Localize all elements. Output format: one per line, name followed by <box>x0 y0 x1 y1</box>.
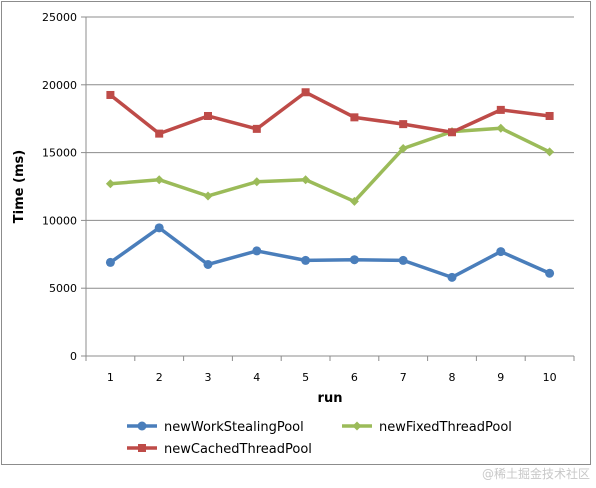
data-point <box>448 128 456 137</box>
series-newWorkStealingPool <box>105 223 555 282</box>
chart-frame: 0 5000 10000 15000 20000 25000 1 2 3 4 5 6 7 8 9 10 Tim… <box>1 1 591 465</box>
legend-marker <box>137 421 147 431</box>
x-tick-label: 6 <box>351 371 358 384</box>
data-point <box>203 191 213 201</box>
data-point <box>105 257 115 267</box>
data-point <box>350 113 359 122</box>
data-point <box>398 255 408 265</box>
series-newFixedThreadPool <box>105 123 555 206</box>
y-tick-label: 0 <box>70 350 77 363</box>
y-tick-label: 5000 <box>49 282 77 295</box>
legend-item: newFixedThreadPool <box>342 420 512 435</box>
legend-item: newWorkStealingPool <box>127 420 304 435</box>
x-tick-label: 7 <box>400 371 407 384</box>
data-point <box>252 124 261 133</box>
data-point <box>545 268 555 278</box>
data-point <box>496 105 505 114</box>
legend-label: newFixedThreadPool <box>379 420 512 435</box>
data-point <box>252 246 262 256</box>
gridlines <box>86 16 574 357</box>
y-tick-label: 20000 <box>42 79 77 92</box>
data-point <box>155 129 164 138</box>
data-point <box>252 177 262 187</box>
x-tick-label: 10 <box>543 371 557 384</box>
legend-label: newWorkStealingPool <box>164 420 304 435</box>
x-tick-label: 4 <box>253 371 260 384</box>
data-point <box>398 144 408 154</box>
y-tick-label: 10000 <box>42 214 77 227</box>
legend-marker <box>352 421 362 431</box>
x-tick-label: 9 <box>497 371 504 384</box>
y-tick-label: 15000 <box>42 147 77 160</box>
data-point <box>496 123 506 133</box>
data-point <box>301 255 311 265</box>
x-tick-label: 1 <box>107 371 114 384</box>
axes: 0 5000 10000 15000 20000 25000 1 2 3 4 5 6 7 8 9 10 <box>42 11 575 384</box>
series-line <box>109 90 550 136</box>
data-point <box>204 111 212 120</box>
data-point <box>154 175 164 185</box>
x-tick-label: 3 <box>205 371 212 384</box>
data-point <box>301 175 311 185</box>
data-point <box>154 223 164 233</box>
series-line <box>109 226 551 280</box>
x-tick-label: 2 <box>156 371 163 384</box>
data-point <box>545 111 554 120</box>
data-point <box>447 272 457 282</box>
data-point <box>349 196 359 206</box>
legend-marker <box>138 444 146 452</box>
data-point <box>399 120 408 129</box>
y-axis-title: Time (ms) <box>12 150 27 223</box>
legend-label: newCachedThreadPool <box>164 442 312 457</box>
data-point <box>496 247 506 257</box>
x-axis-title: run <box>318 391 343 406</box>
line-chart: 0 5000 10000 15000 20000 25000 1 2 3 4 5 6 7 8 9 10 Tim… <box>12 11 575 457</box>
series-line <box>110 126 551 204</box>
data-point <box>105 179 115 189</box>
watermark: @稀土掘金技术社区 <box>481 467 590 481</box>
series-lines <box>105 88 555 282</box>
y-tick-label: 25000 <box>42 11 77 24</box>
data-point <box>106 90 115 99</box>
data-point <box>203 259 213 269</box>
x-tick-label: 5 <box>302 371 309 384</box>
x-tick-label: 8 <box>449 371 456 384</box>
data-point <box>545 147 555 157</box>
series-newCachedThreadPool <box>106 88 554 138</box>
data-point <box>349 255 359 265</box>
legend: newWorkStealingPool newFixedThreadPool new… <box>127 420 512 457</box>
data-point <box>301 88 310 97</box>
legend-item: newCachedThreadPool <box>127 442 312 457</box>
